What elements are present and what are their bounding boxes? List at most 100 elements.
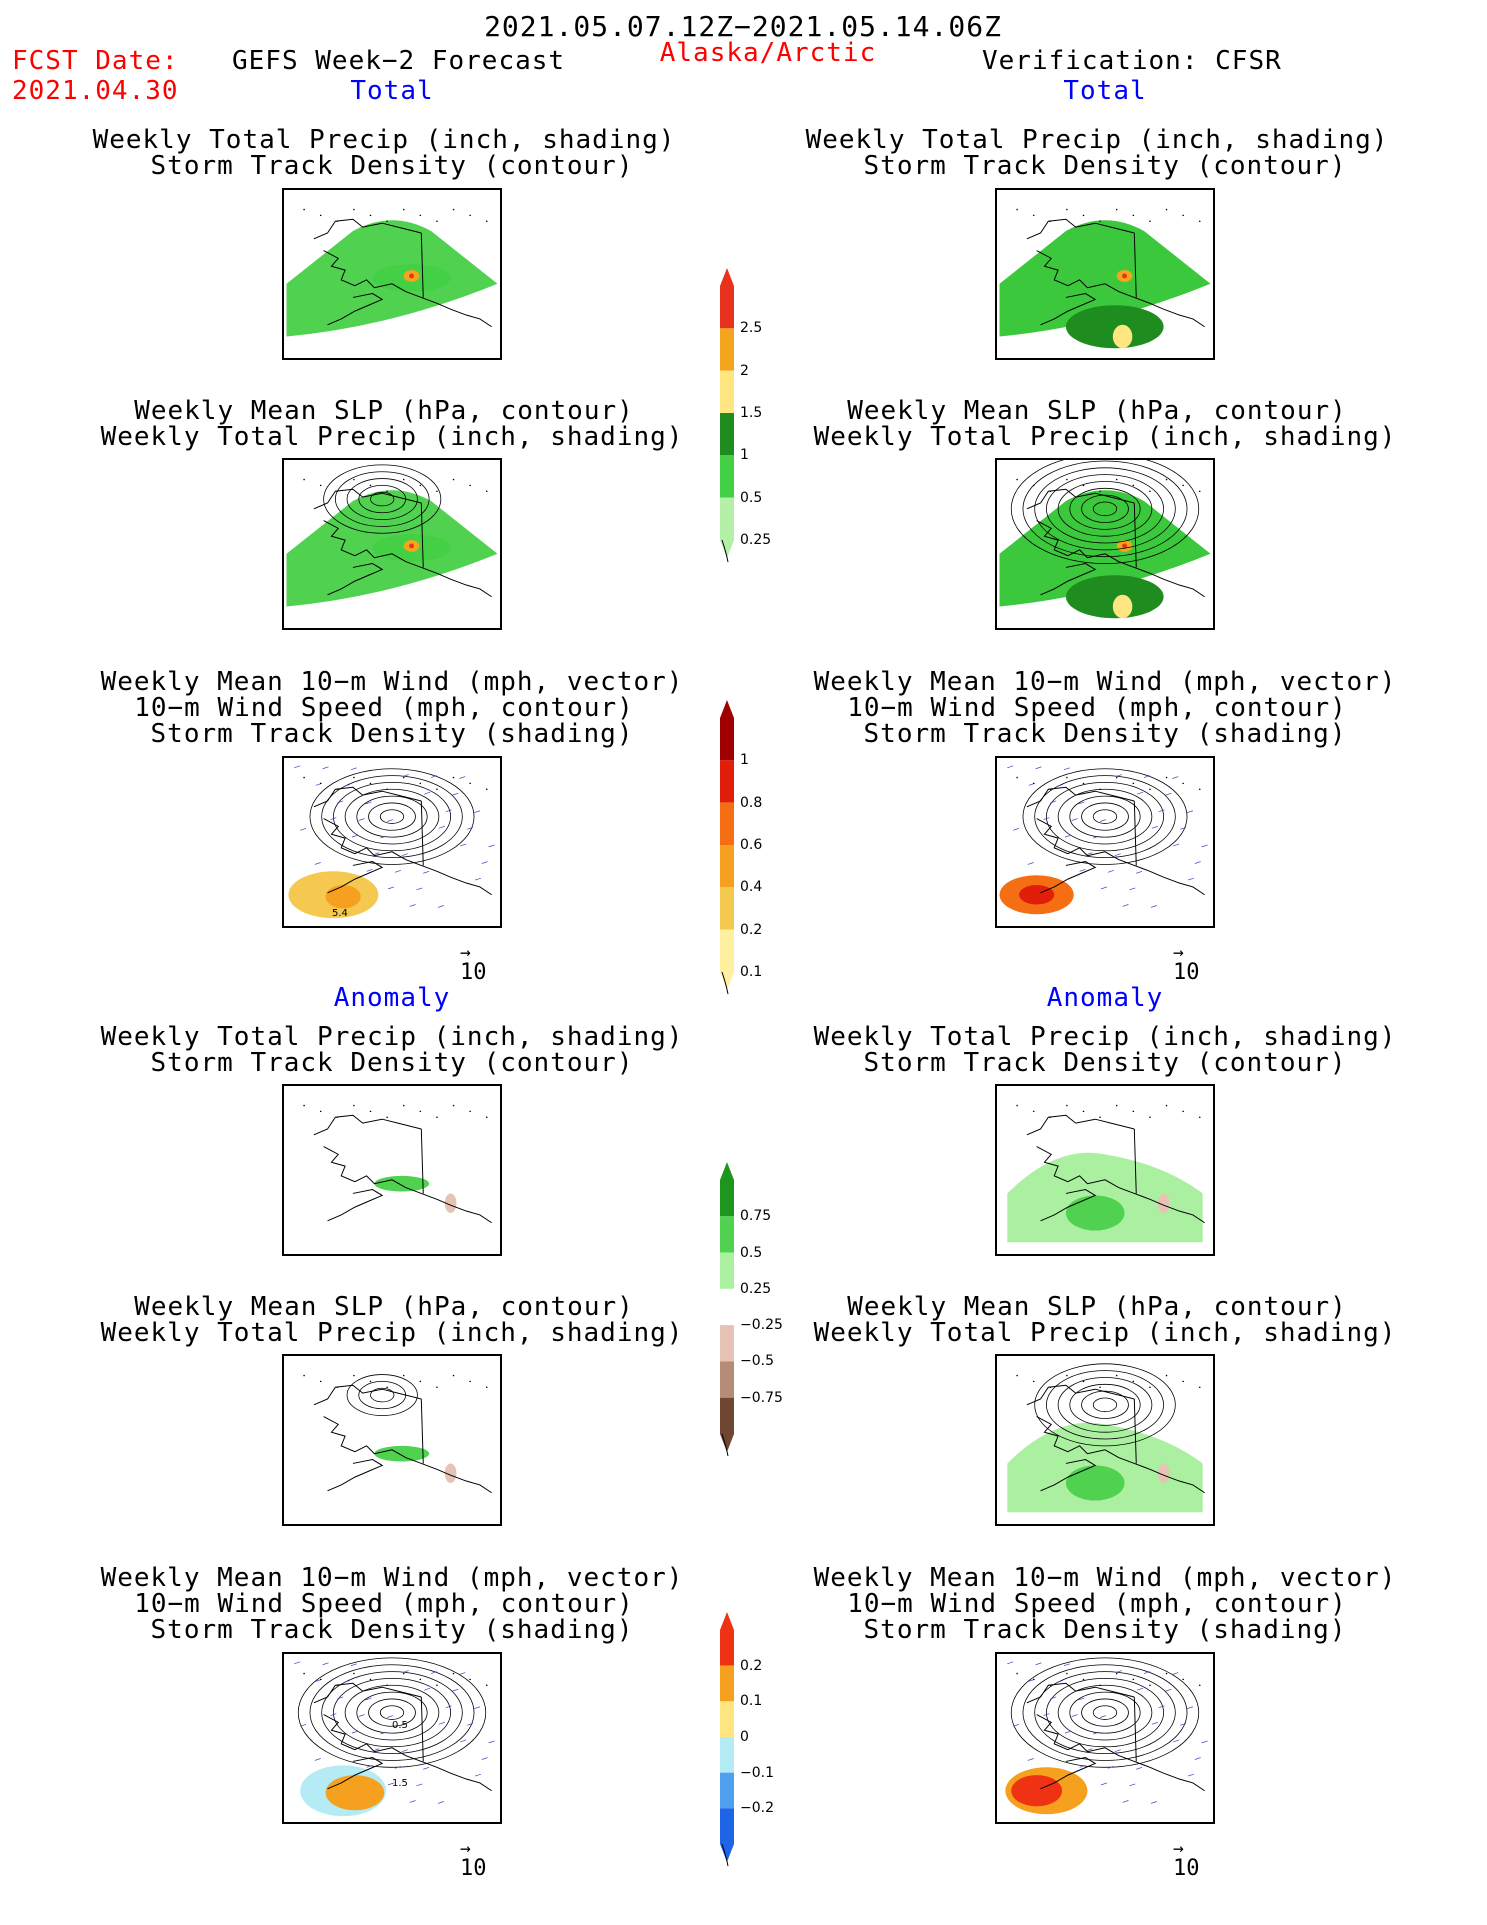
colorbar-tip-top [720,1162,734,1180]
colorbar-precip-total: 2.5 2 1.5 1 0.5 0.25 [720,268,810,563]
contour [1046,782,1164,852]
contour [1081,802,1129,831]
dot [402,208,405,211]
precip-anom-shade [1065,1195,1125,1231]
wind-vector [294,765,301,769]
wind-vector [423,870,430,874]
dot [386,788,388,791]
wind-vector [488,1740,495,1744]
dot [419,484,422,487]
dot [1149,490,1151,493]
dot [303,1374,305,1377]
wind-vector [416,1783,423,1787]
precip-anom-shade [374,1445,430,1462]
coastline [327,861,384,894]
coastline [313,1384,422,1406]
panel-title: Weekly Total Precip (inch, shading) [100,1318,684,1348]
contour [356,1691,428,1734]
panel-title: Weekly Mean SLP (hPa, contour) [847,396,1347,426]
contour [1092,1705,1118,1720]
verification-title: Verification: CFSR [982,46,1282,76]
wind-vector [294,1661,301,1665]
contour [323,464,442,534]
wind-vector [1043,1713,1050,1716]
contour [358,1381,407,1410]
panel-title: Weekly Mean 10−m Wind (mph, vector) [100,667,684,697]
dot [386,1684,388,1687]
wind-vector [1057,784,1064,787]
wind-vector [1115,1670,1122,1673]
colorbar-label: 1.5 [740,405,763,421]
colorbar-swatches [720,1162,734,1457]
vector-reference: → 10 [460,942,487,986]
dot [319,1110,322,1113]
colorbar-swatch [720,1252,734,1289]
coastline [323,250,492,328]
panel-title: Weekly Total Precip (inch, shading) [813,1318,1397,1348]
wind-vector [1137,1687,1144,1691]
wind-vector [474,877,481,881]
colorbar-label: −0.75 [740,1389,783,1406]
dot [1149,220,1151,223]
dot [1049,1386,1052,1389]
panel-title: Weekly Mean 10−m Wind (mph, vector) [100,1563,684,1593]
coastline [1026,1384,1135,1406]
colorbar-swatch [720,1397,734,1434]
wind-vector [1194,1757,1201,1760]
dot [1032,1678,1035,1681]
wind-vector [1057,1680,1064,1683]
dot [1132,1380,1135,1383]
panel-title: Storm Track Density (shading) [863,1615,1347,1645]
arrow-right-icon: → [1173,1838,1184,1859]
precip-shade [409,543,414,549]
wind-vector [401,1749,408,1752]
contour [1057,788,1153,845]
contour [379,1705,405,1720]
wind-vector [387,1782,395,1786]
wind-vector [1122,1800,1129,1803]
panel-title: Storm Track Density (contour) [863,151,1347,181]
wind-vector [1063,1663,1070,1667]
coastline [313,218,422,240]
dot [1066,1672,1068,1675]
contour [1057,1377,1153,1433]
colorbar-label: 0.5 [740,1244,763,1261]
contour [1092,809,1118,824]
wind-vector [452,792,459,796]
dot [303,208,305,211]
map-shading [999,490,1211,607]
colorbar-swatch [720,1216,734,1253]
contour [321,1671,463,1755]
contour [1022,768,1188,865]
coastline [323,1416,492,1494]
dot [386,220,388,223]
vector-reference: → 10 [1173,1838,1200,1882]
wind-vector [387,886,395,890]
contour [370,1387,395,1403]
dot [1049,1684,1052,1687]
contour [1022,460,1188,558]
wind-vector [1050,800,1057,804]
dot [1198,220,1201,223]
dot [1182,214,1184,217]
wind-vector [365,1697,372,1701]
dot [469,782,471,785]
page-title: 2021.05.07.12Z−2021.05.14.06Z [484,10,1002,43]
dot [1099,788,1101,791]
wind-vector [1115,774,1122,777]
contour [368,802,416,831]
map-precip-track-anomaly-verification [995,1084,1215,1256]
dot [369,1110,372,1113]
wind-vector [351,1730,358,1734]
border-line [1133,502,1137,568]
wind-vector [481,1757,488,1760]
contour-label: 1.5 [392,1778,408,1789]
dot [436,1386,438,1389]
coastline [327,293,384,326]
border-line [1133,800,1137,866]
contour [1092,501,1118,517]
colorbar-label: 1 [740,752,749,769]
dot [1082,214,1085,217]
coastline [313,1114,422,1136]
map-slp-precip-verification [995,458,1215,630]
